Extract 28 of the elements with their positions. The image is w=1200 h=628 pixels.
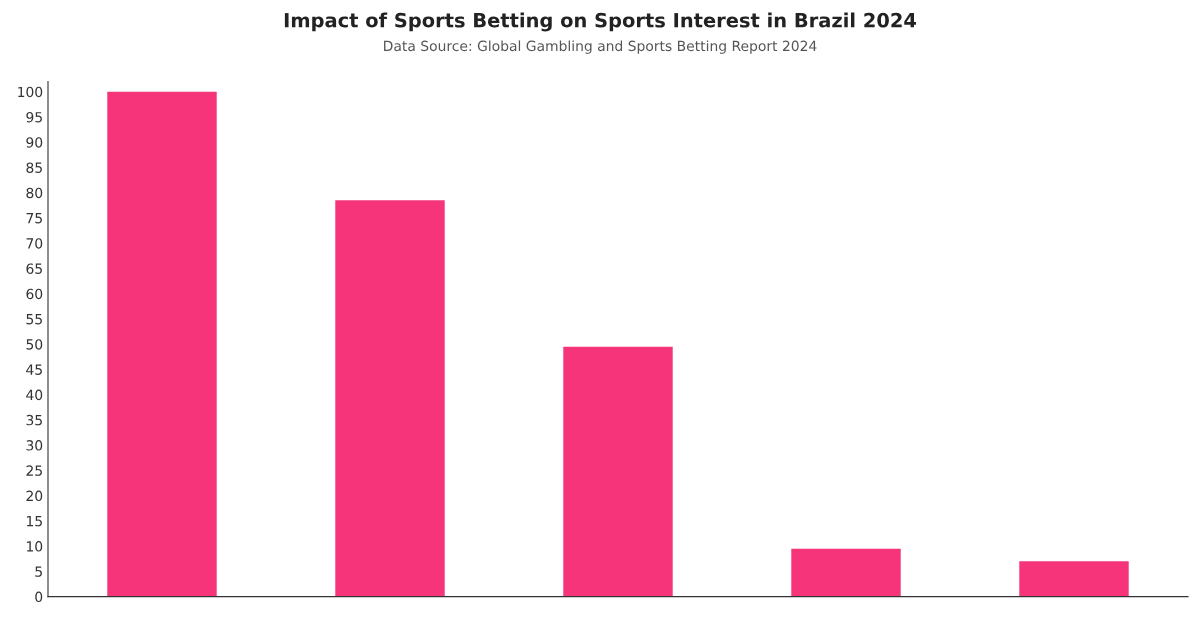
y-tick-label: 35 (26, 414, 42, 426)
y-tick-label: 30 (26, 440, 43, 451)
y-tick-label: 55 (26, 314, 42, 325)
y-tick-label: 10 (26, 541, 43, 552)
chart-subtitle: Data Source: Global Gambling and Sports Betting Report 2024 (384, 40, 817, 54)
y-tick-label: 20 (26, 490, 43, 502)
y-tick-label: 75 (26, 213, 42, 224)
bar (335, 200, 445, 597)
bar (1019, 561, 1129, 597)
y-tick-label: 90 (26, 137, 43, 148)
y-tick-label: 100 (18, 86, 43, 98)
bar (791, 548, 901, 597)
y-tick-label: 45 (26, 364, 42, 375)
y-tick-label: 95 (26, 111, 42, 123)
y-tick-label: 25 (26, 465, 42, 476)
chart-title: Impact of Sports Betting on Sports Interest in Brazil 2024 (284, 12, 917, 32)
bar (563, 346, 673, 597)
y-tick-label: 70 (26, 238, 43, 249)
y-tick-label: 60 (26, 288, 43, 300)
bar (107, 91, 217, 597)
y-tick-label: 50 (26, 339, 43, 350)
y-tick-label: 15 (26, 516, 42, 527)
y-tick-label: 65 (26, 263, 42, 274)
y-tick-label: 5 (35, 566, 42, 577)
y-tick-label: 80 (26, 187, 43, 199)
y-tick-label: 40 (26, 389, 43, 401)
y-tick-label: 0 (35, 591, 43, 603)
y-tick-label: 85 (26, 162, 42, 173)
